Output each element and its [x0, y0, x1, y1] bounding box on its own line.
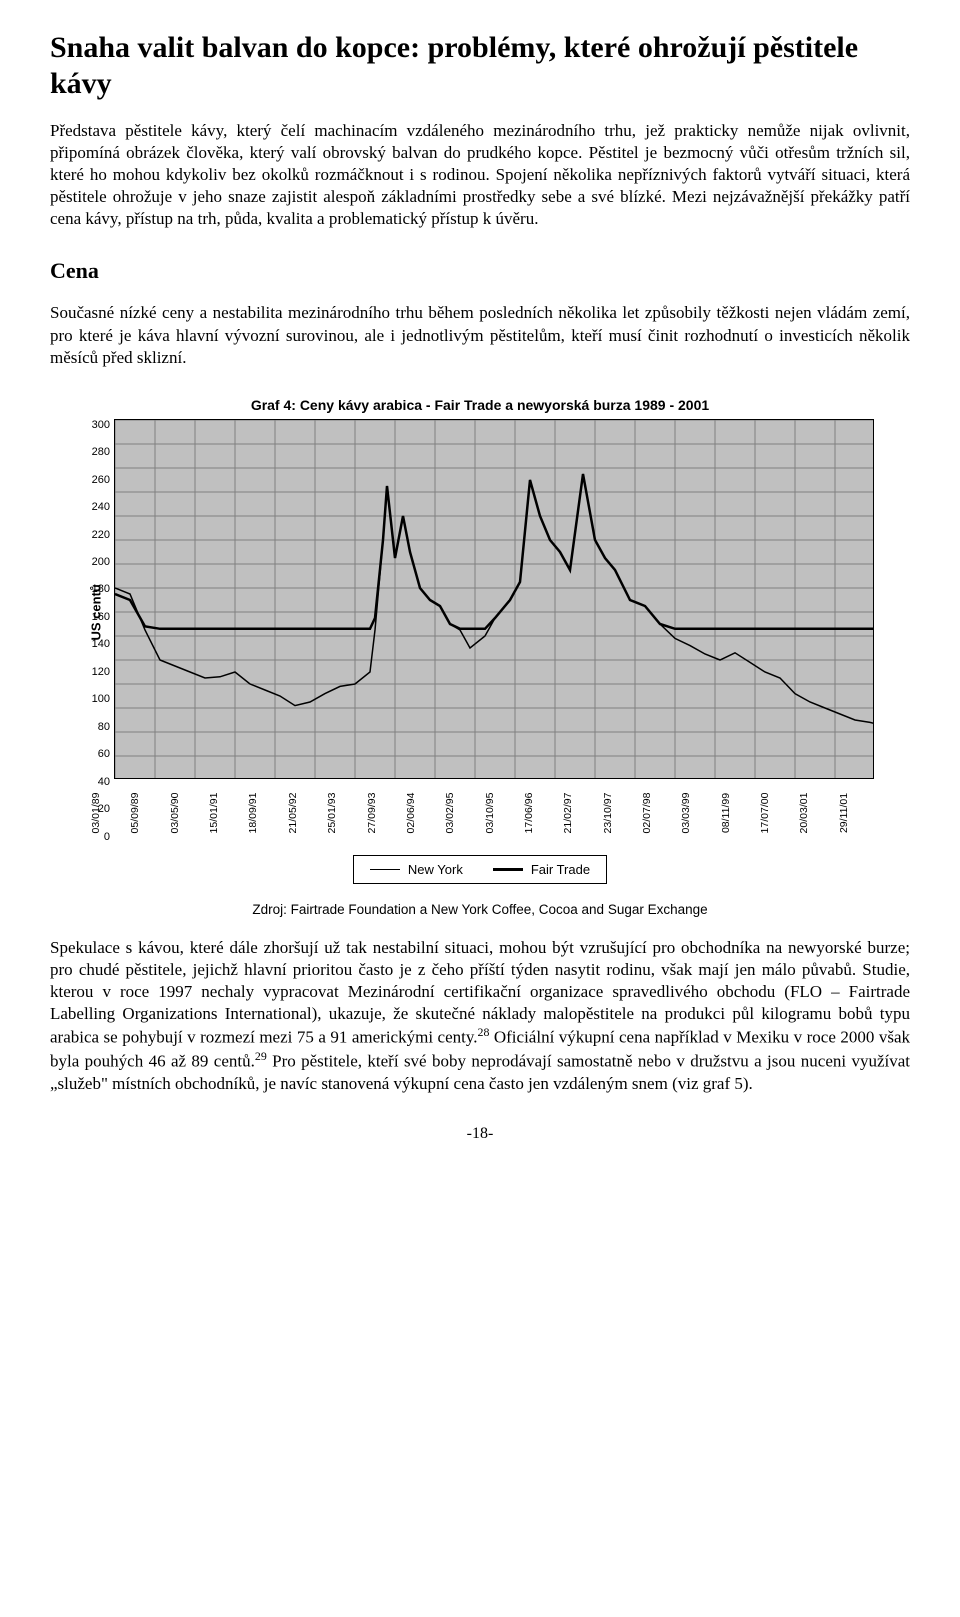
page-title: Snaha valit balvan do kopce: problémy, k…: [50, 30, 910, 102]
chart-container: Graf 4: Ceny kávy arabica - Fair Trade a…: [50, 397, 910, 917]
chart-title: Graf 4: Ceny kávy arabica - Fair Trade a…: [251, 397, 709, 413]
chart-line-fairtrade: [115, 474, 874, 629]
speculation-paragraph: Spekulace s kávou, které dále zhoršují u…: [50, 937, 910, 1095]
chart-x-ticks: 03/01/8905/09/8903/05/9015/01/9118/09/91…: [114, 783, 874, 843]
legend-line-ny-icon: [370, 869, 400, 870]
footnote-ref-29: 29: [255, 1049, 267, 1063]
legend-item-ft: Fair Trade: [493, 862, 590, 877]
cena-paragraph: Současné nízké ceny a nestabilita meziná…: [50, 302, 910, 368]
chart-y-ticks: 3002802602402202001801601401201008060402…: [84, 419, 110, 843]
chart-legend: New York Fair Trade: [353, 855, 607, 884]
legend-label-ny: New York: [408, 862, 463, 877]
intro-paragraph: Představa pěstitele kávy, který čelí mac…: [50, 120, 910, 230]
legend-label-ft: Fair Trade: [531, 862, 590, 877]
footnote-ref-28: 28: [478, 1025, 490, 1039]
chart-plot-area: [114, 419, 874, 779]
chart-line-newyork: [115, 474, 874, 724]
legend-item-ny: New York: [370, 862, 463, 877]
chart-source: Zdroj: Fairtrade Foundation a New York C…: [252, 902, 707, 917]
page-number: -18-: [50, 1125, 910, 1143]
section-heading-cena: Cena: [50, 258, 910, 284]
legend-line-ft-icon: [493, 868, 523, 871]
